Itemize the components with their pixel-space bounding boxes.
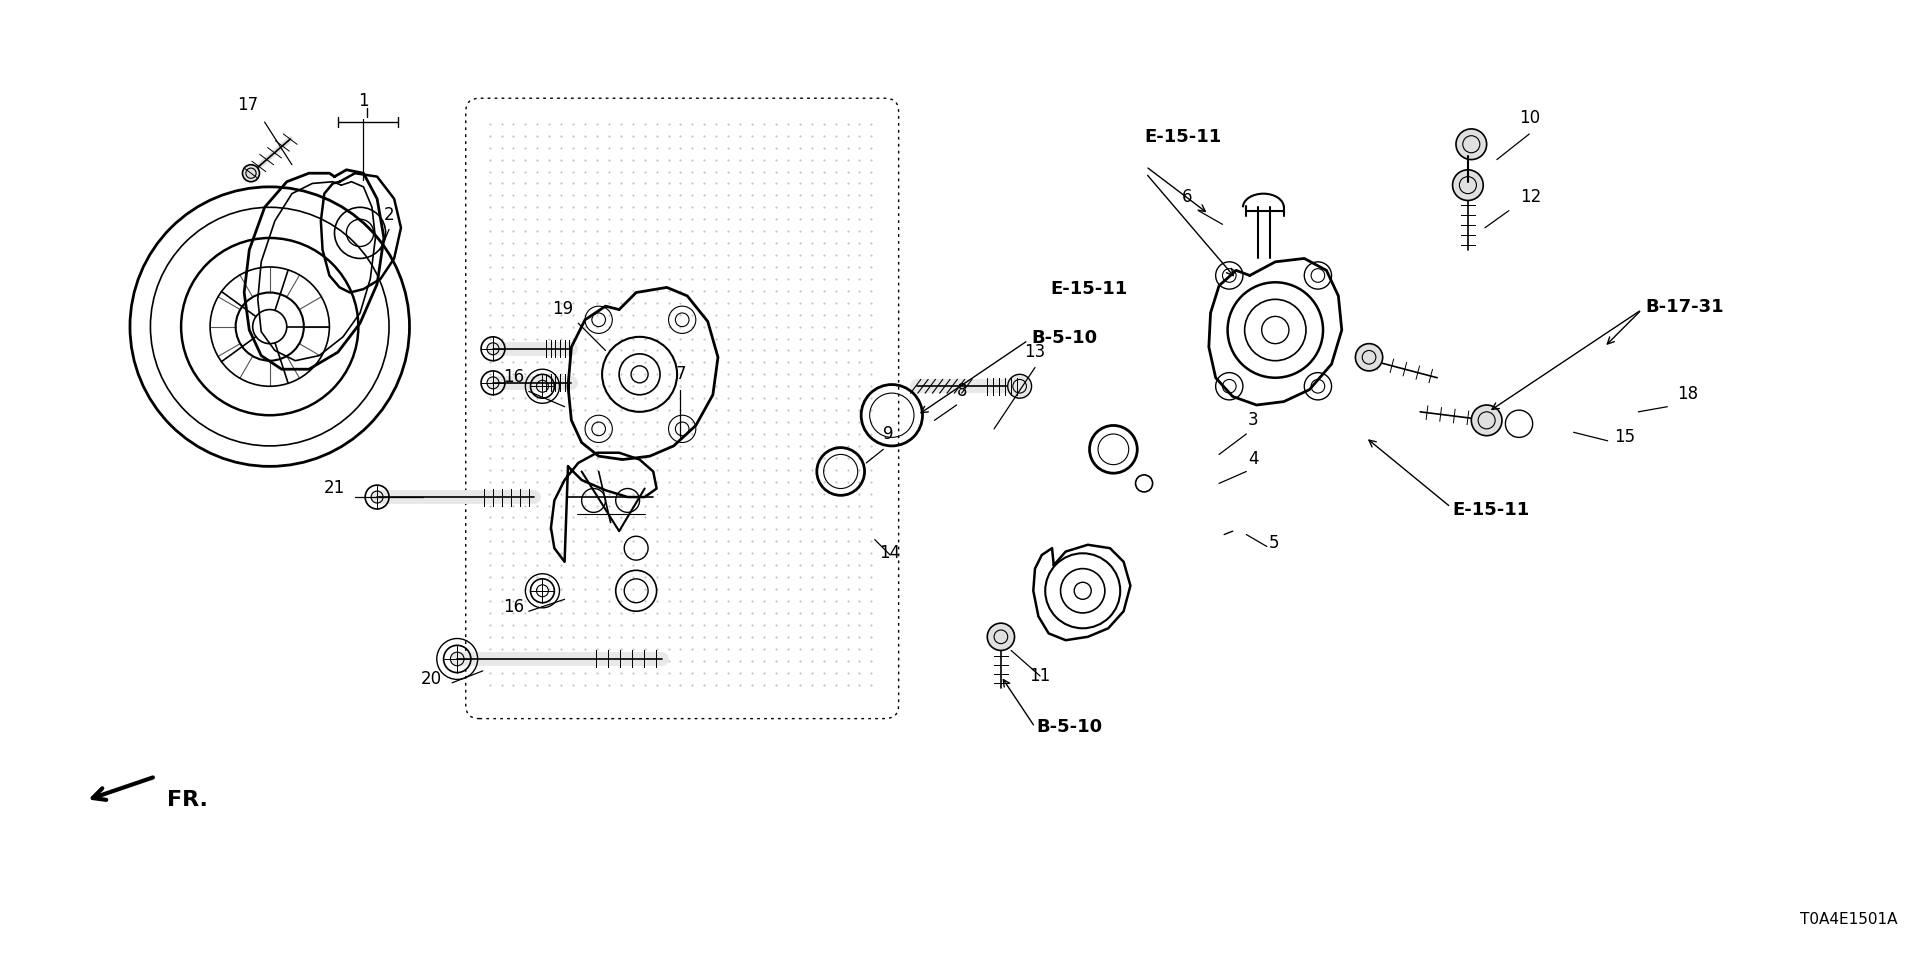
Circle shape (1471, 405, 1501, 436)
Text: FR.: FR. (167, 790, 209, 810)
Text: 18: 18 (1678, 385, 1699, 403)
Text: E-15-11: E-15-11 (1144, 128, 1221, 146)
Text: 11: 11 (1029, 666, 1050, 684)
Text: 16: 16 (503, 598, 524, 616)
Text: B-5-10: B-5-10 (1037, 718, 1102, 735)
Text: 20: 20 (420, 670, 442, 688)
Text: 13: 13 (1025, 343, 1046, 361)
Text: 5: 5 (1269, 534, 1279, 552)
Circle shape (987, 623, 1014, 651)
Text: 10: 10 (1519, 109, 1540, 127)
Text: B-5-10: B-5-10 (1031, 329, 1098, 348)
Text: 17: 17 (236, 96, 257, 113)
Text: 7: 7 (676, 365, 685, 383)
Text: 6: 6 (1181, 187, 1192, 205)
Text: 15: 15 (1615, 428, 1636, 445)
Text: 1: 1 (359, 92, 369, 110)
Text: B-17-31: B-17-31 (1645, 299, 1724, 317)
Text: E-15-11: E-15-11 (1453, 501, 1530, 519)
Text: 4: 4 (1248, 450, 1258, 468)
Circle shape (1008, 374, 1031, 398)
Text: T0A4E1501A: T0A4E1501A (1799, 912, 1897, 926)
Circle shape (242, 165, 259, 181)
Circle shape (1356, 344, 1382, 371)
Circle shape (1455, 129, 1486, 159)
Text: 2: 2 (384, 206, 394, 225)
Text: 3: 3 (1248, 411, 1258, 429)
Text: 9: 9 (883, 424, 893, 443)
Circle shape (1453, 170, 1484, 201)
Text: E-15-11: E-15-11 (1050, 279, 1127, 298)
Text: 19: 19 (553, 300, 574, 318)
Text: 21: 21 (324, 479, 346, 497)
Text: 14: 14 (879, 543, 900, 562)
Text: 16: 16 (503, 369, 524, 386)
Text: 12: 12 (1521, 187, 1542, 205)
Text: 8: 8 (956, 382, 968, 400)
